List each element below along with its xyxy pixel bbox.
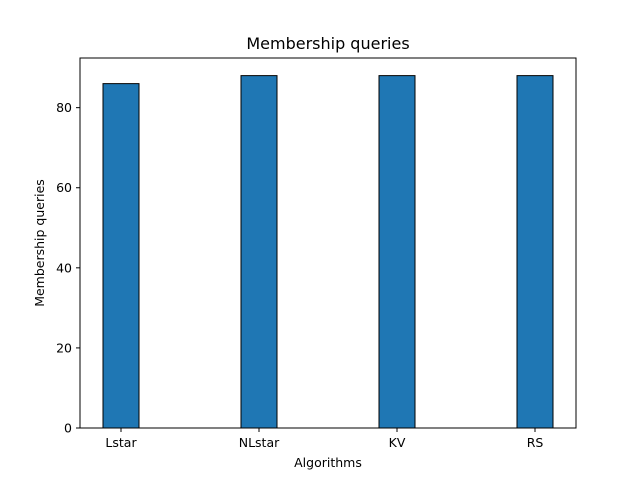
y-tick-label: 0 [64,421,72,436]
bar-kv [378,75,416,429]
y-axis-label: Membership queries [32,179,47,307]
x-tick-label: RS [527,435,544,450]
y-axis: 0 20 40 60 80 [56,100,80,436]
y-tick-label: 60 [56,180,72,195]
bar-nlstar [240,75,278,429]
y-tick-label: 40 [56,260,72,275]
x-tick-label: Lstar [105,435,137,450]
x-tick-label: NLstar [239,435,280,450]
bar-lstar [102,83,140,429]
chart-title: Membership queries [246,34,409,53]
x-axis: Lstar NLstar KV RS [105,428,543,450]
x-axis-label: Algorithms [294,455,362,470]
y-tick-label: 20 [56,340,72,355]
x-tick-label: KV [389,435,406,450]
bar-rs [516,75,554,429]
bars-group [102,75,554,429]
plot-frame [79,57,577,429]
y-tick-label: 80 [56,100,72,115]
